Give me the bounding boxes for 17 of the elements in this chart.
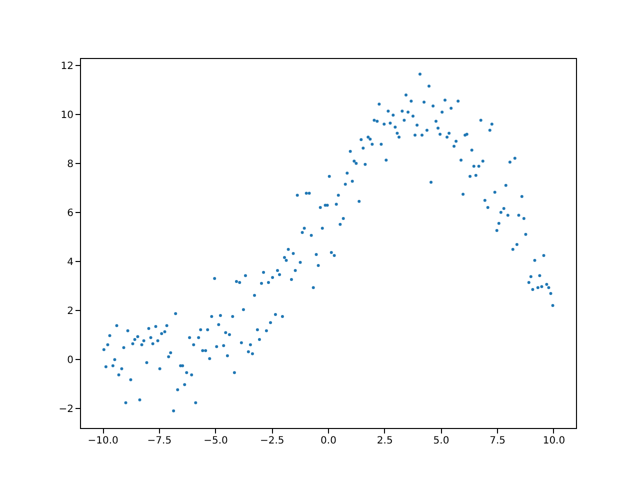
y-tick-label: 0 [67,354,74,366]
x-tick-label: −5.0 [204,436,228,446]
y-tick-label: 4 [67,256,74,268]
y-tick-label: 6 [67,208,74,219]
y-tick-label: 10 [60,110,74,121]
y-tick-label: 2 [67,306,74,317]
x-tick-label: −10.0 [88,436,118,446]
x-tick-label: 10.0 [542,436,566,446]
x-tick-label: −2.5 [260,436,284,446]
y-tick-label: 12 [60,60,74,72]
x-tick-label: 0.0 [320,436,336,446]
x-tick-label: −7.5 [147,436,172,446]
x-tick-label: 5.0 [433,436,450,446]
x-tick-label: 7.5 [490,436,506,446]
y-tick-label: 8 [67,158,74,170]
y-tick-label: −2 [58,404,74,415]
x-tick-label: 2.5 [376,436,393,446]
